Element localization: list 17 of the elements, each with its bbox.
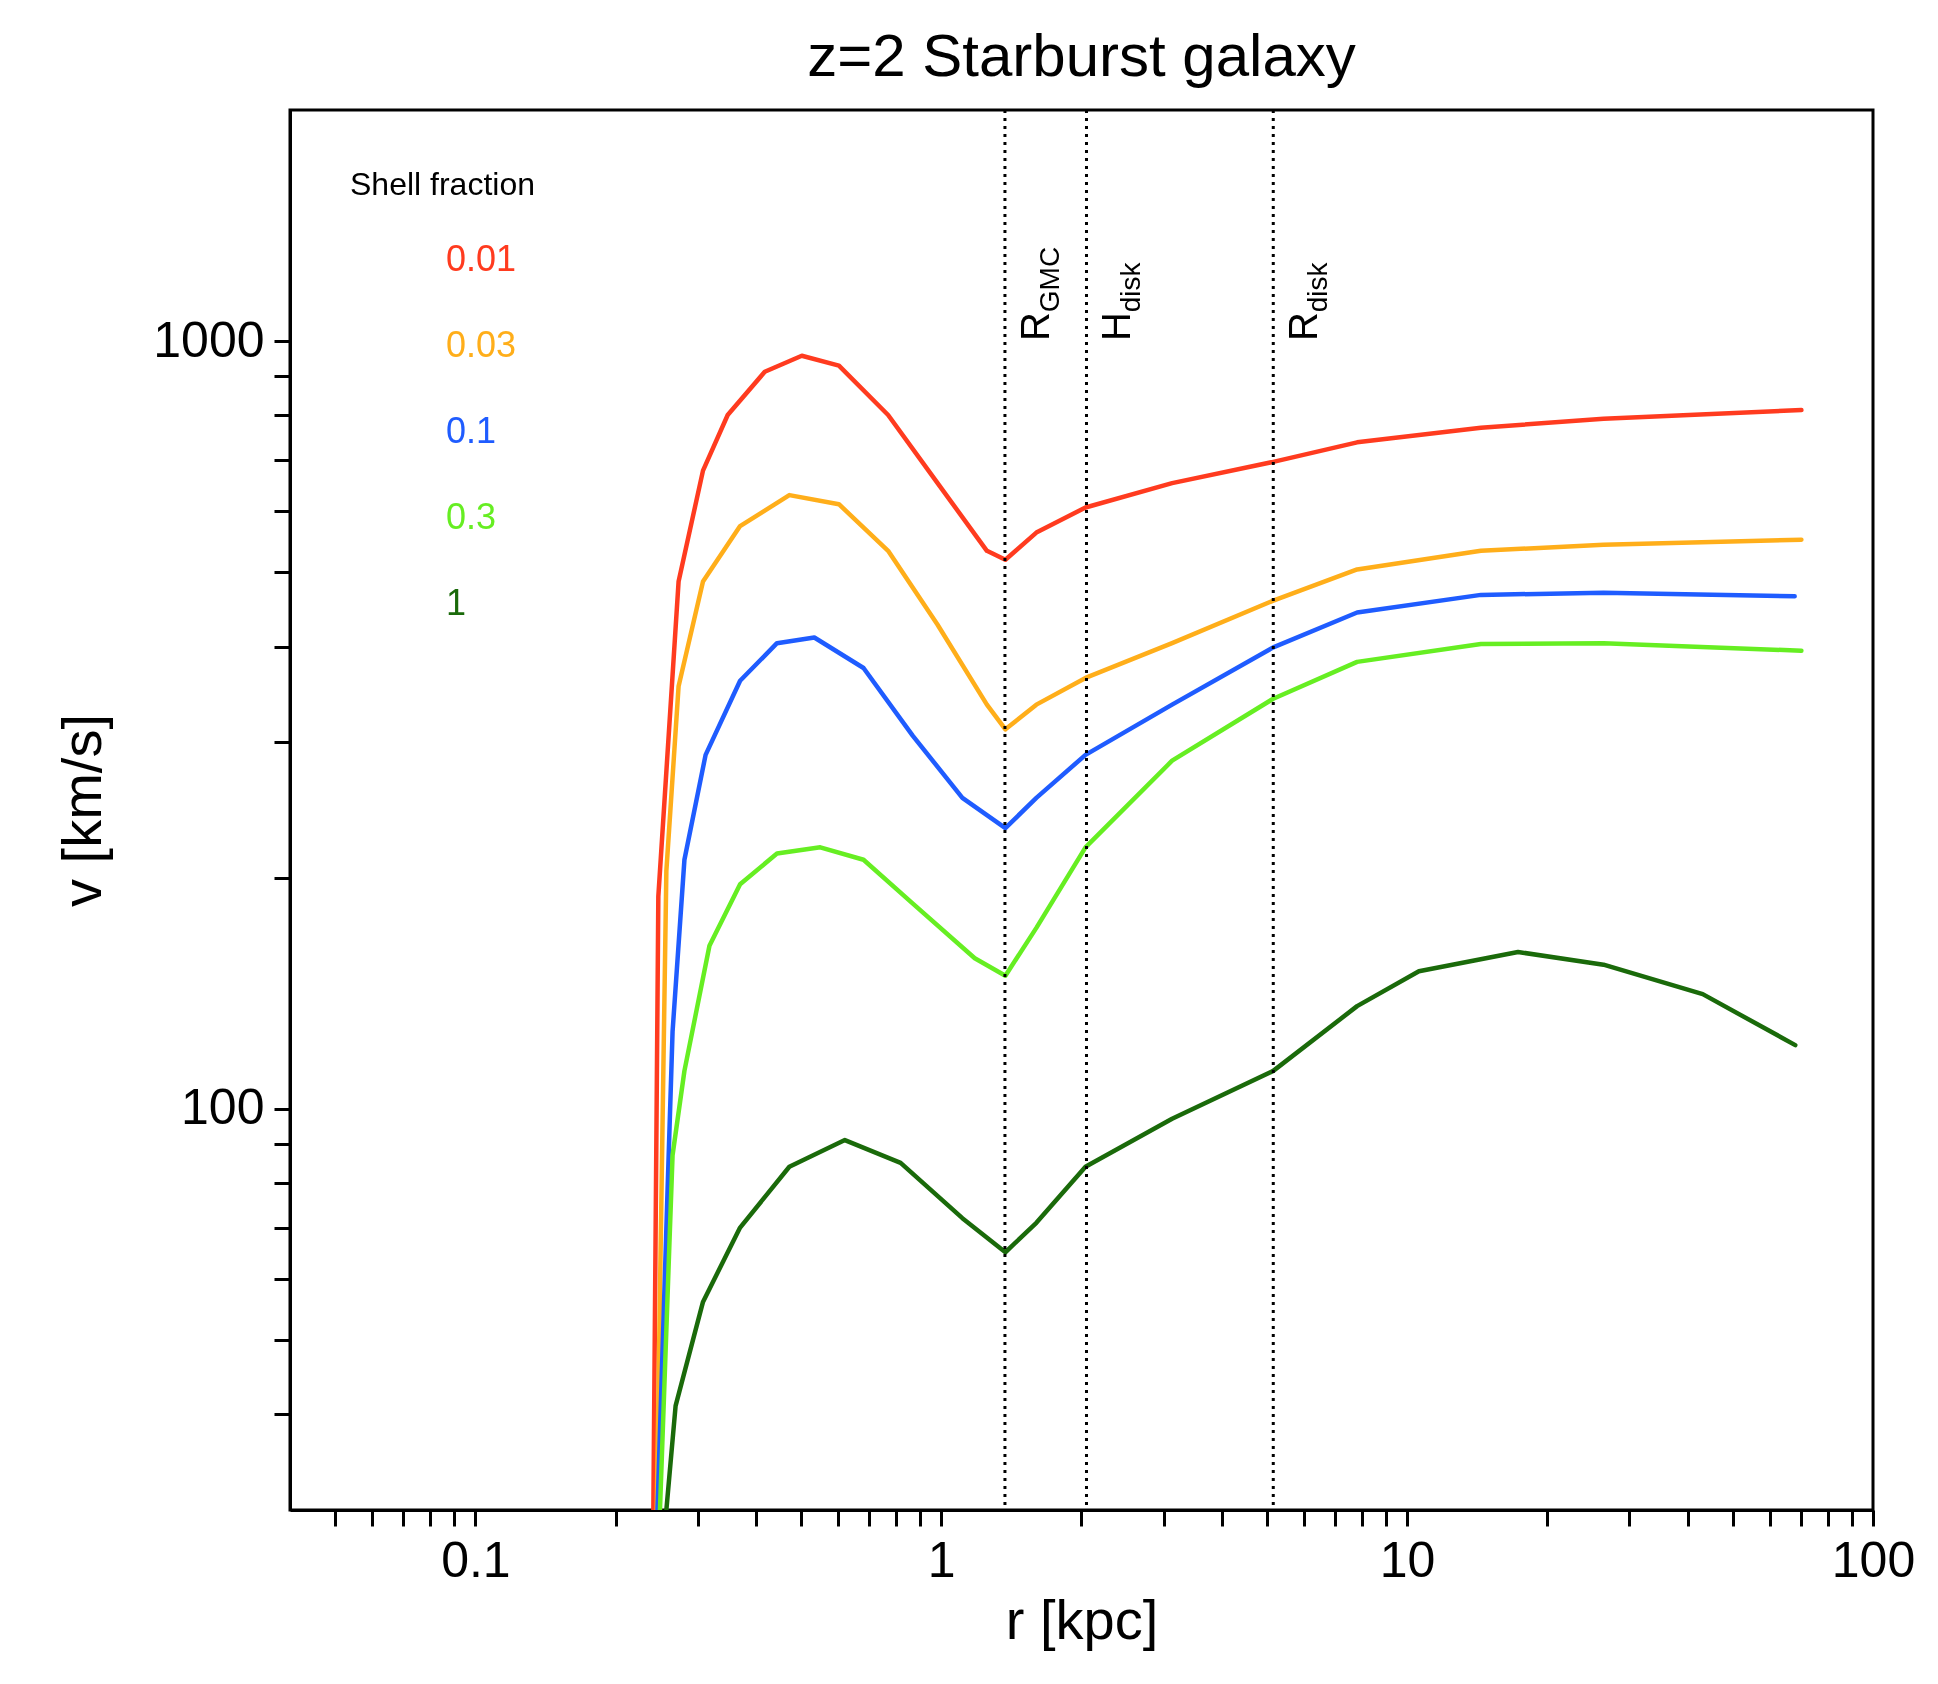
- x-axis-title: r [kpc]: [1005, 1587, 1159, 1651]
- ref-line-label: Rdisk: [1281, 261, 1334, 341]
- text: 0.1: [446, 410, 497, 451]
- text: 0.01: [446, 238, 517, 279]
- x-tick-label: 0.1: [441, 1531, 511, 1588]
- chart-title: z=2 Starburst galaxy: [807, 21, 1356, 89]
- y-axis-title: v [km/s]: [50, 714, 114, 907]
- text: 0.03: [446, 324, 517, 365]
- text: 1: [446, 582, 467, 623]
- ref-line-label: Hdisk: [1094, 261, 1147, 341]
- text: 0.3: [446, 496, 497, 537]
- y-tick-label: 1000: [153, 311, 265, 368]
- legend-title: Shell fraction: [350, 166, 535, 202]
- x-tick-label: 1: [927, 1531, 956, 1588]
- ref-line-label: RGMC: [1012, 246, 1065, 341]
- x-tick-label: 100: [1831, 1531, 1916, 1588]
- x-tick-label: 10: [1379, 1531, 1436, 1588]
